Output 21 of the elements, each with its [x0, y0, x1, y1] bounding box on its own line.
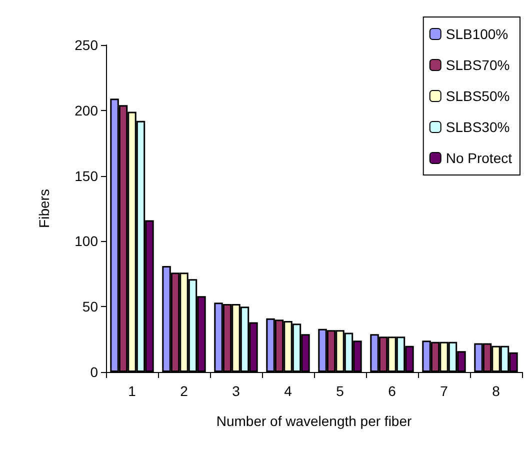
legend-label: SLBS70% [446, 57, 510, 73]
legend-label: No Protect [446, 150, 512, 166]
legend-label: SLBS50% [446, 88, 510, 104]
y-tick-label: 150 [74, 168, 98, 184]
x-tick-label: 8 [492, 383, 500, 399]
x-tick-label: 5 [336, 383, 344, 399]
x-tick-label: 6 [388, 383, 396, 399]
y-tick-label: 250 [74, 37, 98, 53]
legend-label: SLB100% [446, 26, 508, 42]
x-tick-label: 4 [284, 383, 292, 399]
y-axis-title: Fibers [36, 189, 52, 228]
x-tick-label: 1 [128, 383, 136, 399]
y-tick-label: 50 [82, 298, 98, 315]
x-tick-label: 2 [180, 383, 188, 399]
x-tick-label: 3 [232, 383, 240, 399]
y-tick-label: 100 [74, 233, 98, 250]
y-tick-label: 200 [74, 102, 98, 118]
legend-label: SLBS30% [446, 119, 510, 135]
x-tick-label: 7 [440, 383, 448, 399]
x-axis-title: Number of wavelength per fiber [216, 413, 412, 429]
y-tick-label: 0 [90, 364, 98, 380]
